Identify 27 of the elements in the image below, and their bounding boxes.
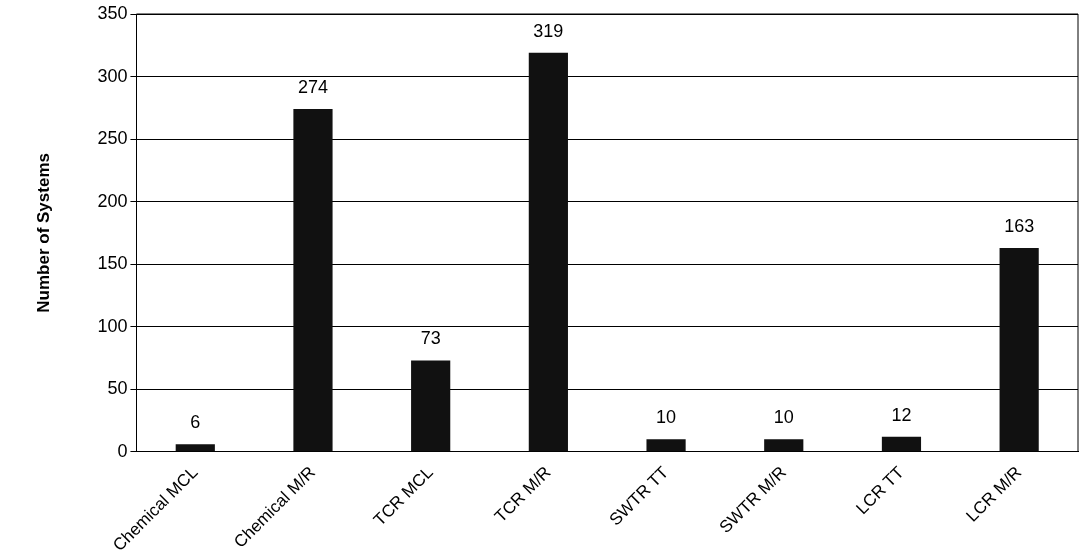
bar <box>411 360 451 452</box>
bar <box>175 444 215 452</box>
bar <box>528 52 568 452</box>
y-tick-label: 0 <box>117 440 128 461</box>
y-tick-label: 100 <box>97 315 128 336</box>
y-tick-label: 200 <box>97 190 128 211</box>
data-label: 10 <box>656 407 677 428</box>
y-tick-label: 300 <box>97 65 128 86</box>
y-axis-title: Number of Systems <box>33 153 53 313</box>
y-tick-label: 250 <box>97 128 128 149</box>
bar <box>999 247 1039 452</box>
y-tick-label: 150 <box>97 253 128 274</box>
bar <box>646 439 686 452</box>
y-tick-label: 350 <box>97 2 128 23</box>
data-label: 274 <box>297 77 328 98</box>
data-label: 73 <box>420 328 441 349</box>
x-tick-label: TCR MCL <box>369 462 437 530</box>
y-tick-label: 50 <box>107 378 128 399</box>
data-label: 12 <box>891 404 912 425</box>
bar <box>881 436 922 452</box>
data-label: 6 <box>190 412 201 433</box>
bar <box>764 439 804 452</box>
bar <box>293 109 333 452</box>
data-label: 319 <box>533 20 564 41</box>
data-label: 163 <box>1004 215 1035 236</box>
x-tick-label: TCR M/R <box>490 462 555 527</box>
data-label: 10 <box>773 407 794 428</box>
